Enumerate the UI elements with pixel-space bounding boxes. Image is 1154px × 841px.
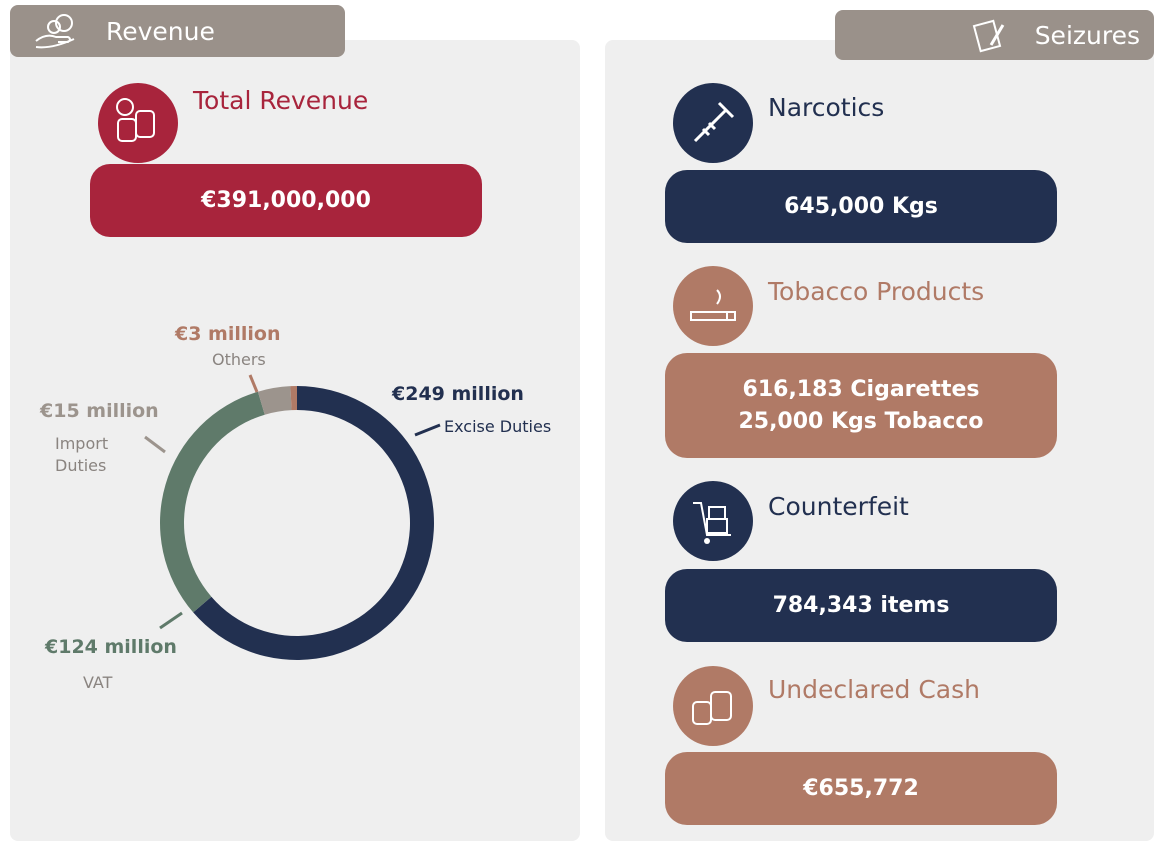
value-label: €249 million xyxy=(392,383,524,405)
seizures-tab: Seizures xyxy=(835,10,1154,60)
hand-coin-icon xyxy=(35,14,75,49)
total-revenue-value: €391,000,000 xyxy=(201,187,371,213)
category-label: Excise Duties xyxy=(444,417,552,436)
seizure-value: 25,000 Kgs Tobacco xyxy=(738,408,984,434)
category-label: Import Duties xyxy=(55,434,109,475)
value-label: €15 million xyxy=(40,400,159,422)
icon-glyph xyxy=(673,83,753,163)
seizures-header: Seizures xyxy=(1034,20,1140,50)
seizure-icon xyxy=(673,481,753,561)
category-label: VAT xyxy=(83,673,113,692)
category-label: Others xyxy=(212,350,266,369)
value-label: €124 million xyxy=(45,636,177,658)
leader-line xyxy=(159,611,183,630)
icon-glyph xyxy=(673,266,753,346)
seizure-value: 645,000 Kgs xyxy=(784,193,938,219)
seizure-title: Undeclared Cash xyxy=(768,675,980,704)
icon-glyph xyxy=(673,481,753,561)
value-label: €3 million xyxy=(175,323,281,345)
donut-chart xyxy=(144,374,441,660)
leader-line xyxy=(144,435,166,454)
seizure-title: Narcotics xyxy=(768,93,885,122)
total-revenue-title: Total Revenue xyxy=(193,86,369,115)
revenue-header: Revenue xyxy=(106,16,215,46)
leader-line xyxy=(248,374,259,393)
leader-line xyxy=(414,423,441,437)
revenue-tab: Revenue xyxy=(10,5,345,57)
seizure-box: 784,343 items xyxy=(665,569,1057,642)
total-revenue-box: €391,000,000 xyxy=(90,164,482,237)
seizure-icon xyxy=(673,666,753,746)
donut-segment xyxy=(160,391,265,613)
donut-segment xyxy=(193,386,434,660)
seizure-icon xyxy=(673,83,753,163)
seizure-box: 645,000 Kgs xyxy=(665,170,1057,243)
donut-segment xyxy=(257,386,292,415)
seizure-title: Tobacco Products xyxy=(768,277,985,306)
document-icon xyxy=(972,19,1004,53)
seizure-title: Counterfeit xyxy=(768,492,909,521)
seizure-value: 616,183 Cigarettes xyxy=(742,376,980,402)
icon-glyph xyxy=(673,666,753,746)
seizure-box: €655,772 xyxy=(665,752,1057,825)
seizure-icon xyxy=(673,266,753,346)
coins-icon xyxy=(98,83,178,163)
seizure-value: €655,772 xyxy=(803,775,919,801)
seizure-box: 616,183 Cigarettes 25,000 Kgs Tobacco xyxy=(665,353,1057,458)
donut-segment xyxy=(290,386,297,411)
seizure-value: 784,343 items xyxy=(772,592,950,618)
total-revenue-icon xyxy=(98,83,178,163)
